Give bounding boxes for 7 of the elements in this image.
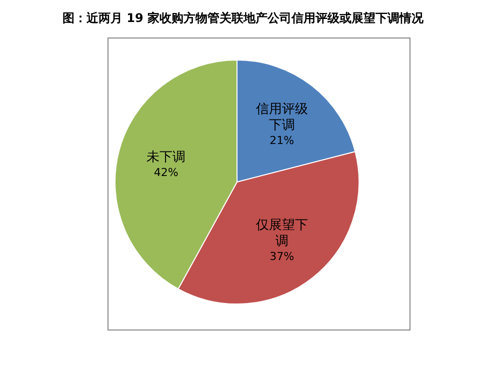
slice-label: 信用评级下调 xyxy=(256,102,308,134)
data-label: 21% xyxy=(270,134,294,148)
data-label: 42% xyxy=(154,166,178,179)
slice-label: 仅展望下调 xyxy=(256,218,308,249)
slice-label: 未下调 xyxy=(146,150,186,165)
data-label: 37% xyxy=(270,250,294,263)
chart-title: 图：近两月 19 家收购方物管关联地产公司信用评级或展望下调情况 xyxy=(62,11,425,25)
